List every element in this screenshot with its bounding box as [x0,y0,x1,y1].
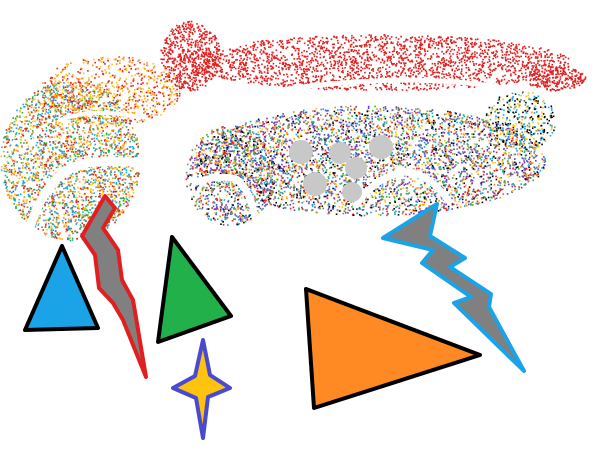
orange-triangle [304,287,482,410]
gray-circle-2 [329,142,351,164]
gray-circle-6 [342,182,362,202]
white-streaks [17,77,523,263]
blue-gray-lightning-bolt [381,202,526,373]
left-white-arc [17,157,173,263]
green-triangle [156,235,233,344]
red-gray-lightning-bolt [80,194,148,379]
gray-circle-5 [303,172,327,196]
gray-circle-1 [289,140,313,164]
gray-circle-cluster [289,135,393,202]
middle-white-arc [191,173,260,229]
upper-left-white-streak [58,110,142,122]
gray-circle-4 [369,135,393,159]
right-white-arc [352,168,452,209]
colored-dot-scatter [0,20,587,242]
blue-triangle [23,244,100,332]
yellow-four-point-star [171,338,232,440]
top-white-arc [202,77,523,111]
gray-circle-3 [345,157,367,179]
